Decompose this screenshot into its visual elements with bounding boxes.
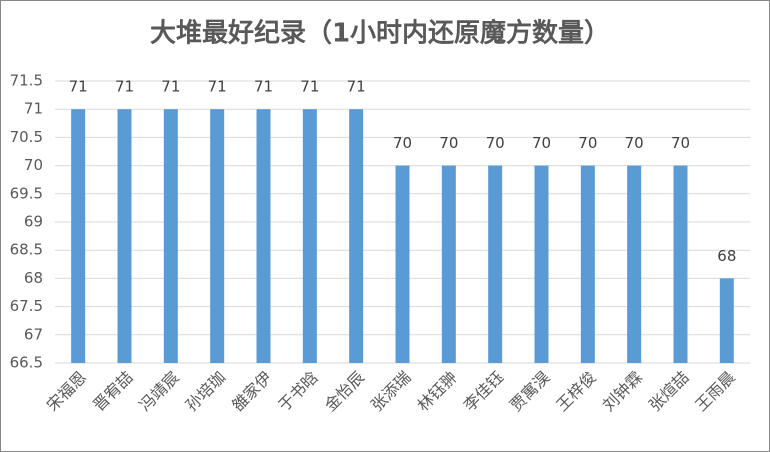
- data-label: 70: [532, 134, 551, 152]
- bar: [349, 109, 364, 363]
- bar: [117, 109, 132, 363]
- data-label: 71: [161, 78, 180, 96]
- bar: [627, 165, 642, 363]
- y-tick-label: 71: [24, 100, 43, 118]
- bar: [673, 165, 688, 363]
- data-label: 70: [439, 134, 458, 152]
- y-tick-label: 69: [24, 213, 43, 231]
- data-label: 71: [300, 78, 319, 96]
- data-label: 71: [254, 78, 273, 96]
- data-label: 70: [393, 134, 412, 152]
- bar: [580, 165, 595, 363]
- bar: [488, 165, 503, 363]
- data-label: 71: [208, 78, 227, 96]
- y-tick-label: 70.5: [10, 128, 43, 146]
- bar: [71, 109, 86, 363]
- y-tick-label: 71.5: [10, 72, 43, 90]
- data-label: 70: [578, 134, 597, 152]
- bar: [256, 109, 271, 363]
- bar: [210, 109, 225, 363]
- data-label: 71: [69, 78, 88, 96]
- bar: [534, 165, 549, 363]
- chart-title: 大堆最好纪录（1小时内还原魔方数量）: [150, 18, 610, 49]
- bar: [719, 278, 734, 363]
- bar: [395, 165, 410, 363]
- data-label: 71: [115, 78, 134, 96]
- y-tick-label: 68.5: [10, 241, 43, 259]
- y-tick-label: 69.5: [10, 184, 43, 202]
- y-tick-label: 66.5: [10, 354, 43, 372]
- y-tick-label: 68: [24, 269, 43, 287]
- data-label: 70: [671, 134, 690, 152]
- y-tick-label: 70: [24, 156, 43, 174]
- data-label: 71: [347, 78, 366, 96]
- data-label: 70: [625, 134, 644, 152]
- data-label: 68: [717, 247, 736, 265]
- bar: [302, 109, 317, 363]
- y-tick-label: 67.5: [10, 297, 43, 315]
- bar: [163, 109, 178, 363]
- data-label: 70: [486, 134, 505, 152]
- bar: [441, 165, 456, 363]
- y-tick-label: 67: [24, 325, 43, 343]
